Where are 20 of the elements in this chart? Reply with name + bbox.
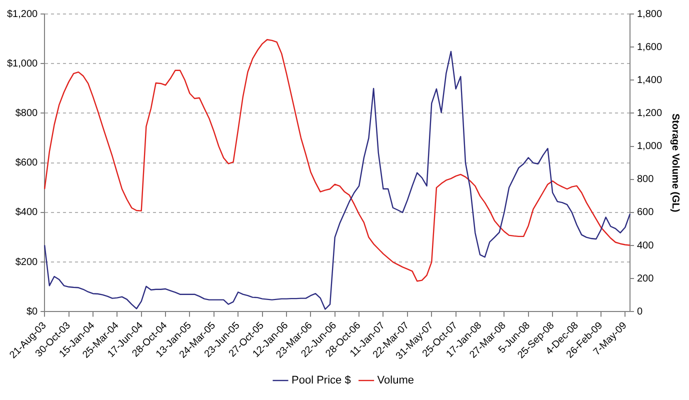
y-tick-label: $600 xyxy=(15,158,38,169)
y2-tick-label: 0 xyxy=(636,306,643,318)
y2-tick-label: 1,200 xyxy=(636,108,662,119)
y2-tick-label: 800 xyxy=(636,174,654,186)
y2-tick-label: 1,800 xyxy=(636,8,662,20)
y-tick-label: $800 xyxy=(15,108,38,119)
y2-tick-label: 200 xyxy=(636,273,654,284)
y2-tick-label: 600 xyxy=(636,207,654,218)
y2-tick-label: 1,600 xyxy=(636,42,662,53)
y-tick-label: $200 xyxy=(15,256,38,268)
y2-axis-title: Storage Volume (GL) xyxy=(669,114,680,212)
y2-tick-label: 1,000 xyxy=(636,141,662,152)
y-tick-label: $1,200 xyxy=(6,8,38,20)
y-tick-label: $0 xyxy=(26,306,38,318)
y-tick-label: $1,000 xyxy=(6,58,38,70)
y-tick-label: $400 xyxy=(15,207,38,218)
legend-label: Pool Price $ xyxy=(292,374,351,387)
legend-label: Volume xyxy=(377,374,414,387)
y2-tick-label: 400 xyxy=(636,240,654,252)
y2-tick-label: 1,400 xyxy=(636,74,662,86)
